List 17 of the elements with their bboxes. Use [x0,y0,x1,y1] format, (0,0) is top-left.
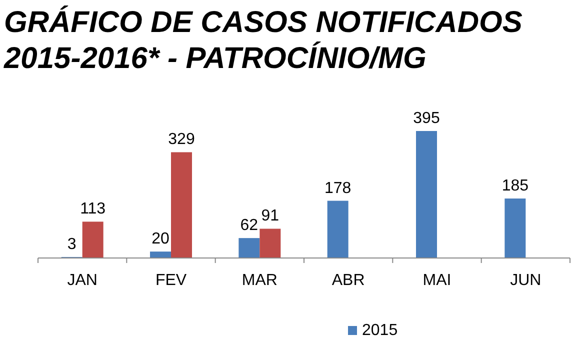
x-tick-label: ABR [332,272,365,289]
x-tick-label: JAN [67,272,98,289]
x-tick-label: MAR [242,272,278,289]
chart-title: GRÁFICO DE CASOS NOTIFICADOS 2015-2016* - PATROCÍNIO/MG [3,5,522,75]
data-label: 178 [324,180,352,197]
data-label: 91 [261,208,280,225]
x-tick-label: FEV [155,272,187,289]
data-label: 329 [168,131,195,148]
data-label: 113 [80,200,106,218]
x-tick-label: MAI [422,272,452,289]
data-label: 395 [413,110,440,127]
data-label: 3 [67,236,76,254]
data-label: 185 [502,178,529,195]
x-tick-label: JUN [510,272,542,289]
data-label: 62 [240,217,258,234]
data-label: 20 [152,230,170,248]
legend-label: 2015 [362,322,398,339]
